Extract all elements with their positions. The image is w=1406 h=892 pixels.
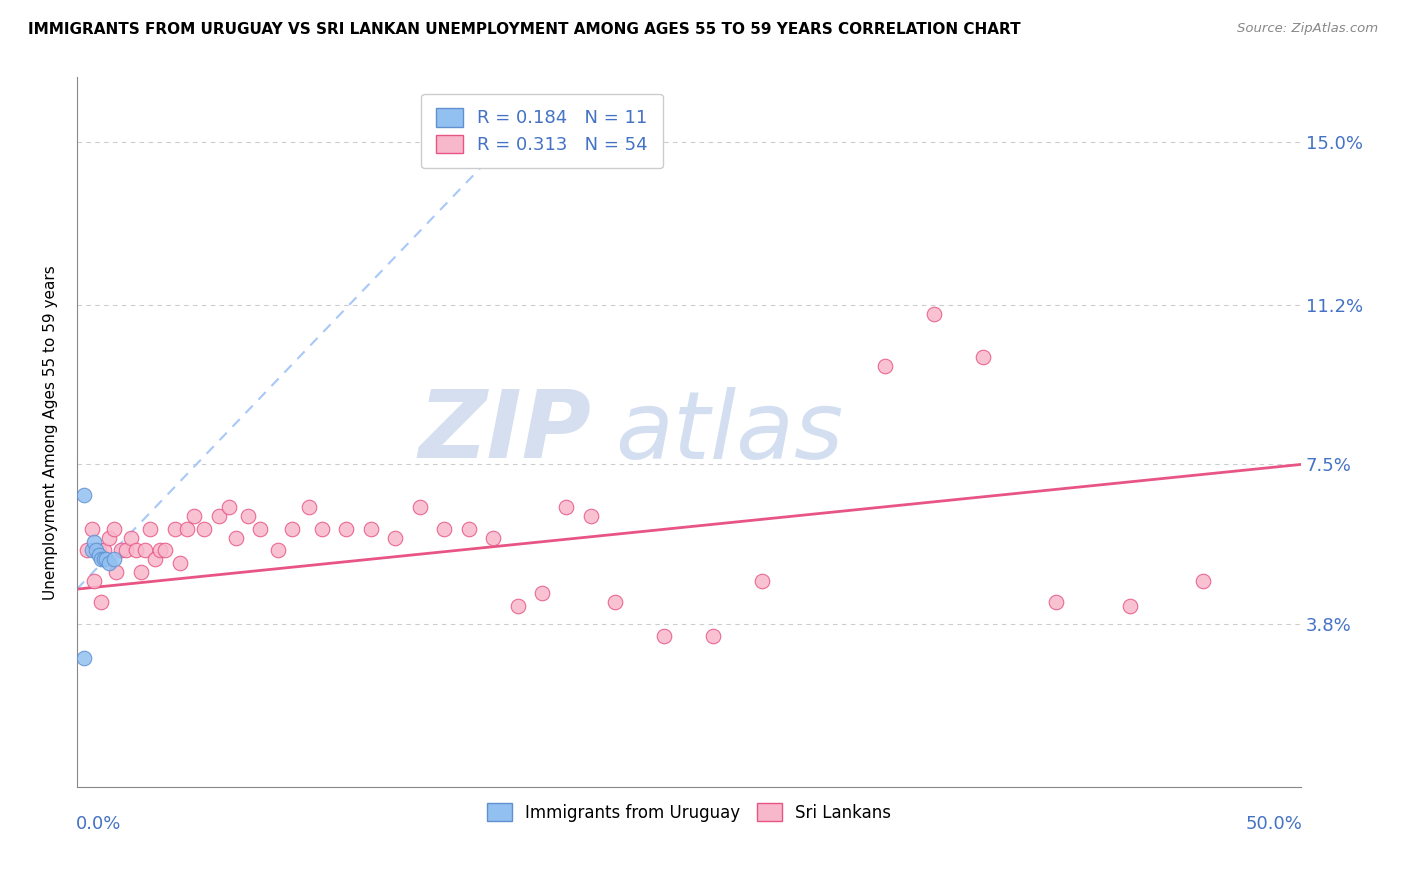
Point: [76, 543, 98, 558]
Point: [139, 522, 162, 536]
Point: [86, 543, 108, 558]
Point: [1045, 595, 1067, 609]
Point: [163, 522, 186, 536]
Text: 0.0%: 0.0%: [76, 815, 121, 833]
Point: [249, 522, 271, 536]
Point: [922, 307, 945, 321]
Point: [281, 522, 304, 536]
Y-axis label: Unemployment Among Ages 55 to 59 years: Unemployment Among Ages 55 to 59 years: [44, 265, 58, 599]
Point: [1192, 574, 1215, 588]
Point: [97, 531, 120, 545]
Text: atlas: atlas: [616, 387, 844, 478]
Text: IMMIGRANTS FROM URUGUAY VS SRI LANKAN UNEMPLOYMENT AMONG AGES 55 TO 59 YEARS COR: IMMIGRANTS FROM URUGUAY VS SRI LANKAN UN…: [28, 22, 1021, 37]
Point: [1118, 599, 1140, 614]
Point: [73, 487, 96, 501]
Point: [506, 599, 529, 614]
Point: [654, 629, 676, 643]
Point: [193, 522, 215, 536]
Point: [103, 522, 125, 536]
Point: [579, 509, 602, 524]
Point: [238, 509, 260, 524]
Point: [605, 595, 627, 609]
Text: 50.0%: 50.0%: [1246, 815, 1302, 833]
Point: [225, 531, 247, 545]
Point: [335, 522, 357, 536]
Point: [90, 595, 112, 609]
Point: [873, 359, 896, 373]
Point: [149, 543, 172, 558]
Point: [298, 500, 321, 515]
Point: [972, 350, 994, 364]
Point: [87, 548, 110, 562]
Point: [120, 531, 142, 545]
Point: [751, 574, 773, 588]
Point: [408, 500, 430, 515]
Point: [183, 509, 205, 524]
Point: [702, 629, 724, 643]
Point: [80, 543, 103, 558]
Point: [96, 552, 118, 566]
Point: [103, 552, 125, 566]
Point: [83, 534, 105, 549]
Point: [457, 522, 479, 536]
Point: [153, 543, 176, 558]
Point: [433, 522, 456, 536]
Point: [90, 552, 112, 566]
Point: [360, 522, 382, 536]
Legend: Immigrants from Uruguay, Sri Lankans: Immigrants from Uruguay, Sri Lankans: [479, 797, 898, 829]
Point: [176, 522, 198, 536]
Point: [97, 557, 120, 571]
Point: [93, 543, 115, 558]
Text: Source: ZipAtlas.com: Source: ZipAtlas.com: [1237, 22, 1378, 36]
Point: [129, 565, 152, 579]
Point: [555, 500, 578, 515]
Point: [143, 552, 166, 566]
Point: [311, 522, 333, 536]
Text: ZIP: ZIP: [418, 386, 591, 478]
Point: [87, 543, 110, 558]
Point: [482, 531, 505, 545]
Point: [124, 543, 146, 558]
Point: [110, 543, 132, 558]
Point: [218, 500, 240, 515]
Point: [134, 543, 156, 558]
Point: [384, 531, 406, 545]
Point: [169, 557, 191, 571]
Point: [266, 543, 288, 558]
Point: [530, 586, 553, 600]
Point: [114, 543, 136, 558]
Point: [80, 522, 103, 536]
Point: [73, 651, 96, 665]
Point: [83, 574, 105, 588]
Point: [105, 565, 128, 579]
Point: [208, 509, 231, 524]
Point: [93, 552, 115, 566]
